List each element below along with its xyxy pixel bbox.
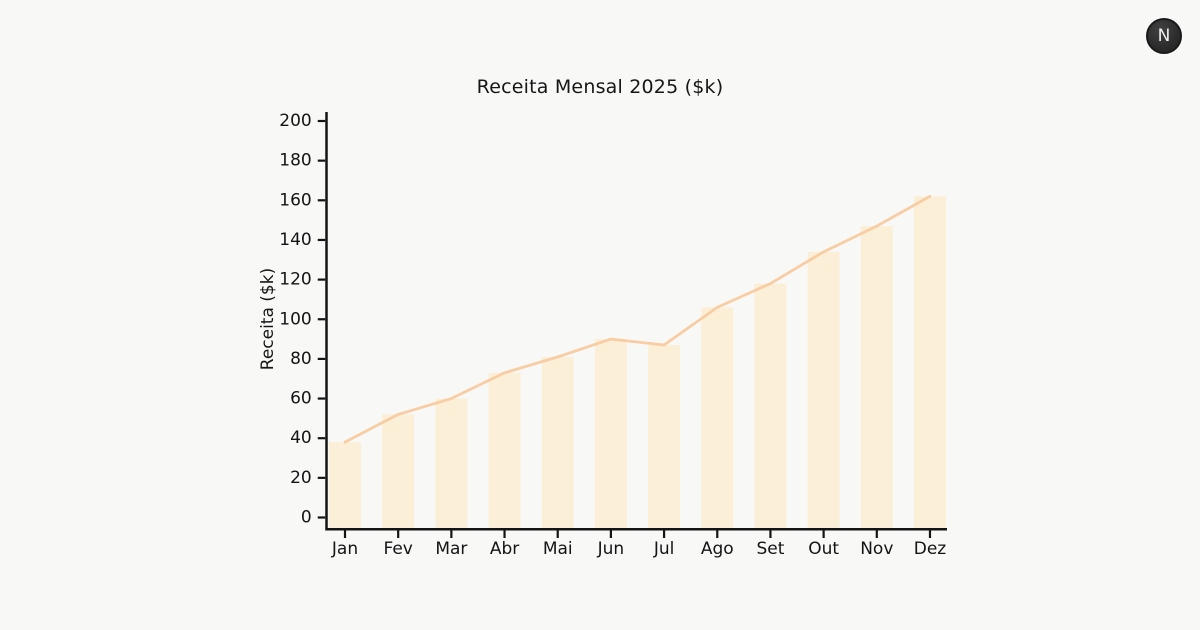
x-tick-label-Ago: Ago <box>701 539 734 559</box>
y-tick-label-0: 0 <box>301 508 312 528</box>
y-tick-label-120: 120 <box>279 270 311 290</box>
y-tick-label-40: 40 <box>290 428 312 448</box>
y-tick-label-140: 140 <box>279 230 311 250</box>
axis-spines <box>325 112 947 531</box>
y-tick-label-180: 180 <box>279 151 311 171</box>
y-tick-label-80: 80 <box>290 349 312 369</box>
bar-Jan <box>329 442 361 528</box>
x-tick-label-Dez: Dez <box>914 539 947 559</box>
bar-Ago <box>701 307 734 528</box>
bar-Jun <box>594 339 627 528</box>
bar-Set <box>754 283 787 528</box>
trend-line <box>343 194 932 444</box>
x-tick-label-Mar: Mar <box>435 539 467 559</box>
bar-Nov <box>860 226 893 528</box>
x-tick-label-Jul: Jul <box>653 539 675 559</box>
bar-Fev <box>382 414 415 528</box>
avatar-letter: N <box>1157 26 1171 46</box>
y-tick-label-200: 200 <box>279 111 311 131</box>
x-tick-label-Out: Out <box>808 539 839 559</box>
x-tick-label-Fev: Fev <box>383 539 412 559</box>
x-tick-label-Abr: Abr <box>490 539 519 559</box>
y-tick-label-100: 100 <box>279 309 311 329</box>
y-axis-label: Receita ($k) <box>258 267 278 371</box>
x-tick-label-Jun: Jun <box>597 539 625 559</box>
y-tick-label-20: 20 <box>290 468 312 488</box>
y-tick-label-60: 60 <box>290 389 312 409</box>
chart-title: Receita Mensal 2025 ($k) <box>476 76 724 98</box>
y-tick-label-160: 160 <box>279 190 311 210</box>
x-tick-label-Mai: Mai <box>543 539 573 559</box>
bar-Mar <box>435 398 468 528</box>
bar-Out <box>807 251 840 528</box>
bar-Jul <box>648 345 681 528</box>
avatar[interactable]: N <box>1146 18 1182 54</box>
bar-Abr <box>488 372 521 528</box>
x-tick-label-Jan: Jan <box>331 539 358 559</box>
x-tick-label-Nov: Nov <box>860 539 893 559</box>
bar-Dez <box>913 196 946 528</box>
bar-Mai <box>541 356 574 528</box>
x-tick-label-Set: Set <box>756 539 784 559</box>
